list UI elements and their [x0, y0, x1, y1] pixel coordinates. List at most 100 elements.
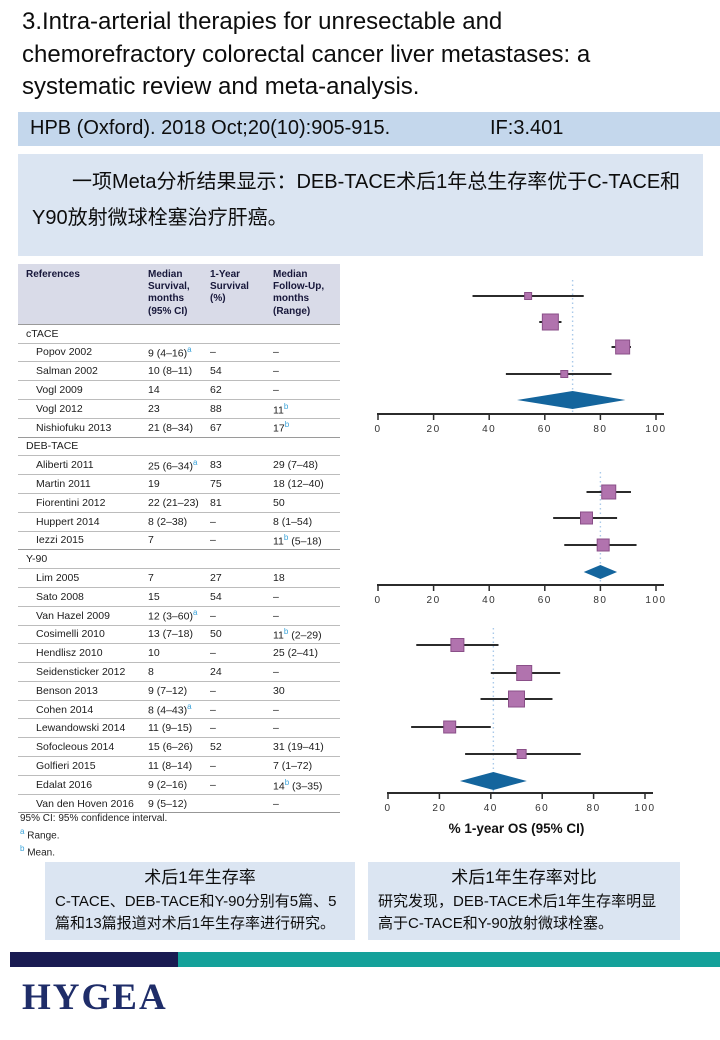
table-group-row: DEB-TACE	[18, 436, 340, 456]
table-row: Vogl 2009 14 62 –	[18, 380, 340, 399]
table-header-cell: Median Survival, months (95% CI)	[148, 269, 190, 317]
one-year-survival: 81	[210, 496, 222, 509]
median-survival: 25 (6–34)a	[148, 457, 198, 473]
footnote-marker: a	[20, 826, 25, 836]
axis-tick-label: 40	[482, 424, 496, 435]
table-row: Golfieri 2015 11 (8–14) – 7 (1–72)	[18, 756, 340, 775]
one-year-survival: 54	[210, 590, 222, 603]
median-survival: 10	[148, 647, 160, 660]
median-followup: –	[273, 703, 279, 716]
median-survival: 21 (8–34)	[148, 421, 193, 434]
median-survival: 12 (3–60)a	[148, 608, 198, 623]
one-year-survival: –	[210, 778, 216, 791]
footnote-line: a Range.	[20, 826, 60, 842]
study-name: Lewandowski 2014	[36, 722, 126, 735]
one-year-survival: –	[210, 534, 216, 547]
median-followup: 14b (3–35)	[273, 777, 323, 793]
x-axis-label: % 1-year OS (95% CI)	[449, 821, 585, 836]
median-followup: –	[273, 384, 279, 397]
table-row: Hendlisz 2010 10 – 25 (2–41)	[18, 643, 340, 662]
study-name: Van Hazel 2009	[36, 609, 110, 622]
journal-citation: HPB (Oxford). 2018 Oct;20(10):905-915.	[30, 117, 391, 139]
study-name: Edalat 2016	[36, 778, 93, 791]
pooled-diamond	[517, 391, 626, 409]
axis-tick-label: 100	[634, 803, 655, 814]
table-row: Lewandowski 2014 11 (9–15) – –	[18, 718, 340, 737]
table-footnotes: 95% CI: 95% confidence interval. a Range.…	[20, 812, 167, 860]
study-name: Sato 2008	[36, 590, 84, 603]
one-year-survival: –	[210, 515, 216, 528]
journal-bar: HPB (Oxford). 2018 Oct;20(10):905-915. I…	[18, 112, 720, 146]
study-name: Hendlisz 2010	[36, 647, 103, 660]
study-marker	[601, 484, 617, 500]
callout-body: C-TACE、DEB-TACE和Y-90分别有5篇、5篇和13篇报道对术后1年生…	[55, 892, 337, 933]
footnote-line: b Mean.	[20, 843, 56, 859]
axis-tick-label: 0	[374, 595, 381, 606]
table-row: Huppert 2014 8 (2–38) – 8 (1–54)	[18, 511, 340, 531]
study-name: Iezzi 2015	[36, 534, 84, 547]
axis-tick-label: 0	[384, 803, 391, 814]
median-survival: 11 (9–15)	[148, 722, 193, 735]
study-marker	[580, 511, 593, 525]
study-marker	[516, 749, 527, 759]
forest-plot-ctace: 0 20 40 60 80 100	[374, 280, 665, 435]
study-marker	[450, 638, 465, 652]
table-row: Popov 2002 9 (4–16)a – –	[18, 342, 340, 362]
one-year-survival: 62	[210, 384, 222, 397]
callout-body: 研究发现，DEB-TACE术后1年生存率明显高于C-TACE和Y-90放射微球栓…	[378, 892, 657, 933]
study-name: Martin 2011	[36, 478, 91, 491]
table-row: Seidensticker 2012 8 24 –	[18, 662, 340, 681]
footnote-marker: b	[283, 533, 289, 543]
footnote-marker: a	[192, 608, 198, 618]
median-followup: 11b (5–18)	[273, 533, 322, 548]
pooled-diamond	[459, 772, 527, 790]
references-table: References Median Survival, months (95% C…	[18, 264, 340, 814]
callout-comparison: 术后1年生存率对比 研究发现，DEB-TACE术后1年生存率明显高于C-TACE…	[368, 862, 680, 940]
axis-tick-label: 60	[538, 595, 552, 606]
one-year-survival: 83	[210, 459, 222, 472]
median-survival: 9 (2–16)	[148, 778, 188, 791]
median-followup: –	[273, 722, 279, 735]
study-name: Seidensticker 2012	[36, 665, 126, 678]
one-year-survival: –	[210, 759, 216, 772]
median-survival: 10 (8–11)	[148, 365, 193, 378]
callout-title: 术后1年生存率对比	[451, 868, 597, 887]
median-survival: 11 (8–14)	[148, 759, 193, 772]
one-year-survival: 88	[210, 402, 222, 415]
study-marker	[524, 292, 533, 300]
one-year-survival: 54	[210, 365, 222, 378]
study-marker	[516, 665, 533, 681]
median-followup: 30	[273, 684, 285, 697]
study-name: Vogl 2009	[36, 384, 83, 397]
median-survival: 15	[148, 590, 160, 603]
table-body: cTACE Popov 2002 9 (4–16)a – – Salman 2002 10 …	[18, 323, 340, 813]
median-survival: 8 (4–43)a	[148, 702, 192, 717]
footnote-marker: b	[283, 627, 289, 637]
one-year-survival: 52	[210, 741, 222, 754]
table-row: Salman 2002 10 (8–11) 54 –	[18, 361, 340, 380]
axis-tick-label: 20	[432, 803, 446, 814]
table-row: Van Hazel 2009 12 (3–60)a – –	[18, 605, 340, 625]
callout-survival: 术后1年生存率 C-TACE、DEB-TACE和Y-90分别有5篇、5篇和13篇…	[45, 862, 355, 940]
pooled-diamond	[583, 565, 618, 579]
study-name: Popov 2002	[36, 346, 93, 359]
study-name: Salman 2002	[36, 365, 98, 378]
study-name: Van den Hoven 2016	[36, 797, 134, 810]
group-label: Y-90	[26, 553, 48, 566]
median-survival: 7	[148, 572, 154, 584]
summary-box: 一项Meta分析结果显示：DEB-TACE术后1年总生存率优于C-TACE和Y9…	[18, 154, 703, 256]
footnote-marker: a	[187, 345, 192, 355]
one-year-survival: –	[210, 647, 216, 660]
table-header: References Median Survival, months (95% C…	[18, 264, 340, 324]
study-name: Aliberti 2011	[36, 459, 94, 472]
median-survival: 8	[148, 665, 154, 678]
study-name: Golfieri 2015	[36, 759, 96, 772]
impact-factor: IF:3.401	[490, 117, 564, 139]
hygea-logo: HYGEA	[22, 977, 168, 1018]
median-followup: 29 (7–48)	[273, 459, 318, 472]
median-followup: 31 (19–41)	[273, 741, 324, 754]
median-survival: 13 (7–18)	[148, 628, 193, 641]
median-followup: –	[273, 346, 279, 359]
median-followup: 11b	[273, 401, 289, 417]
axis-tick-label: 60	[538, 424, 552, 435]
